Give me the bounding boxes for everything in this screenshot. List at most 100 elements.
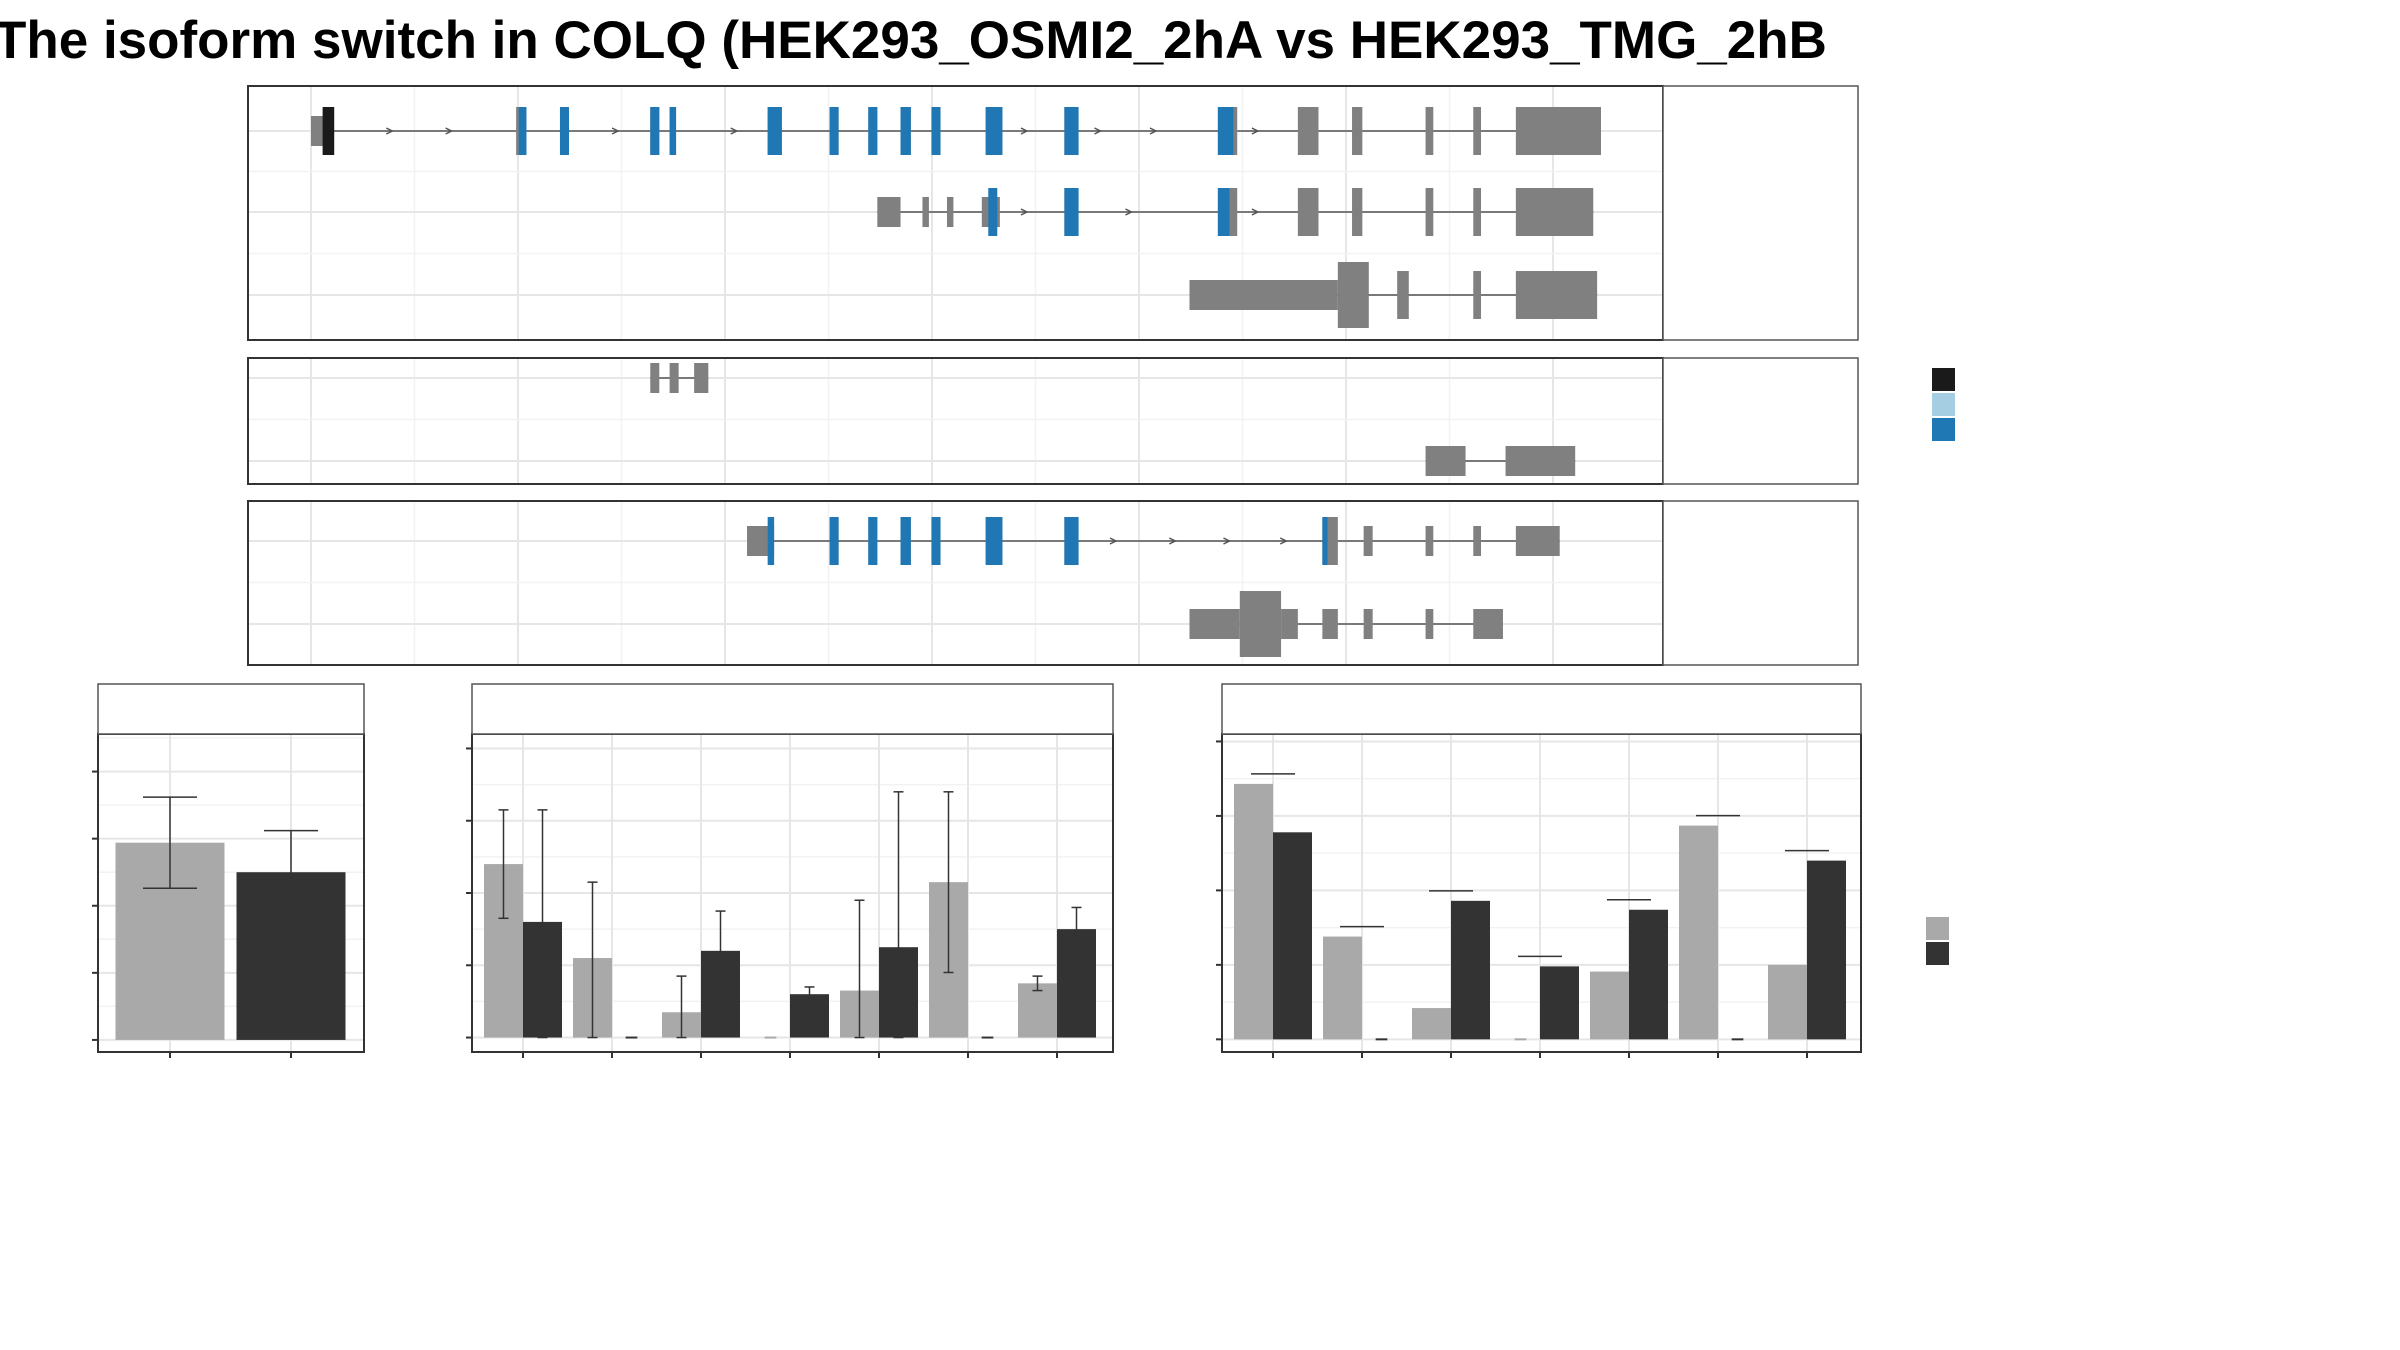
chart-0 <box>92 683 365 1058</box>
domain-idr <box>767 107 782 155</box>
exon <box>1473 107 1482 155</box>
domain-idr <box>518 107 527 155</box>
facet-strip <box>1662 85 1859 341</box>
intron-direction-arrow <box>1149 127 1158 135</box>
domain-idr <box>1064 107 1079 155</box>
exon <box>1425 609 1434 639</box>
exon <box>1352 107 1363 155</box>
domain-signal_peptide <box>322 107 335 155</box>
exon <box>1473 526 1482 556</box>
domain-idr <box>1064 517 1079 565</box>
intron-direction-arrow <box>1125 208 1134 216</box>
exon <box>1473 609 1503 639</box>
intron-direction-arrow <box>1168 537 1177 545</box>
chart-title-strip <box>471 683 1114 735</box>
exon <box>1515 271 1598 319</box>
exon <box>1337 262 1369 328</box>
bar <box>1679 825 1718 1040</box>
exon <box>1425 188 1434 236</box>
intron-direction-arrow <box>1094 127 1103 135</box>
chart-title-strip <box>97 683 365 735</box>
bar <box>1590 971 1629 1040</box>
facet-strip <box>1662 357 1859 485</box>
condition-legend-key <box>1926 942 1949 965</box>
exon <box>1297 107 1319 155</box>
exon <box>1281 609 1298 639</box>
bar <box>1323 936 1362 1040</box>
exon <box>1363 526 1373 556</box>
facet-strip <box>1662 500 1859 666</box>
bar <box>1807 860 1846 1040</box>
domain-idr <box>868 517 878 565</box>
bar <box>1234 783 1273 1040</box>
intron-direction-arrow <box>1223 537 1232 545</box>
domain-idr <box>985 517 1003 565</box>
exon <box>1352 188 1363 236</box>
exon <box>1363 609 1373 639</box>
exon <box>669 363 679 393</box>
domain-idr <box>767 517 775 565</box>
domain-idr <box>868 107 878 155</box>
legends <box>1926 368 1955 965</box>
exon <box>1425 526 1434 556</box>
exon <box>1425 446 1466 476</box>
exon <box>1189 280 1338 310</box>
exon <box>650 363 660 393</box>
domain-idr <box>669 107 677 155</box>
domain-idr <box>1064 188 1079 236</box>
exon <box>1515 188 1594 236</box>
domain-idr <box>931 107 941 155</box>
exon <box>694 363 709 393</box>
domain-idr <box>900 107 911 155</box>
exon <box>1322 609 1338 639</box>
exon <box>1397 271 1409 319</box>
intron-direction-arrow <box>1020 208 1029 216</box>
intron-direction-arrow <box>1020 127 1029 135</box>
exon <box>1505 446 1576 476</box>
domain-idr <box>1217 188 1230 236</box>
condition-legend-key <box>1926 917 1949 940</box>
chart-title-strip <box>1221 683 1862 735</box>
bar <box>1540 966 1579 1040</box>
domain-legend-key <box>1932 418 1955 441</box>
intron-direction-arrow <box>445 127 454 135</box>
bar <box>1412 1008 1451 1040</box>
exon <box>1425 107 1434 155</box>
transcript-structure-plot <box>247 85 1859 666</box>
domain-idr <box>829 517 839 565</box>
intron-direction-arrow <box>611 127 620 135</box>
exon <box>1473 271 1482 319</box>
domain-idr <box>559 107 569 155</box>
bar <box>1018 983 1057 1038</box>
exon <box>877 197 901 227</box>
domain-idr <box>985 107 1003 155</box>
domain-legend-key <box>1932 368 1955 391</box>
intron-direction-arrow <box>1279 537 1288 545</box>
exon <box>1473 188 1482 236</box>
domain-legend-key <box>1932 393 1955 416</box>
bar <box>1273 832 1312 1040</box>
domain-idr <box>1217 107 1234 155</box>
intron-direction-arrow <box>730 127 739 135</box>
bar <box>1451 900 1490 1040</box>
bar <box>1768 964 1807 1040</box>
exon <box>311 116 326 146</box>
exon <box>1515 107 1601 155</box>
exon <box>1189 609 1240 639</box>
intron-direction-arrow <box>1251 208 1260 216</box>
domain-idr <box>650 107 660 155</box>
exon <box>1515 526 1560 556</box>
domain-idr <box>1322 517 1328 565</box>
domain-idr <box>931 517 941 565</box>
intron-direction-arrow <box>1109 537 1118 545</box>
intron-direction-arrow <box>1251 127 1260 135</box>
exon <box>1297 188 1319 236</box>
intron-direction-arrow <box>385 127 394 135</box>
exon <box>946 197 954 227</box>
domain-idr <box>900 517 911 565</box>
domain-idr <box>988 188 998 236</box>
domain-idr <box>829 107 839 155</box>
bar-charts <box>92 683 1862 1058</box>
figure-title: The isoform switch in COLQ (HEK293_OSMI2… <box>0 11 1827 70</box>
